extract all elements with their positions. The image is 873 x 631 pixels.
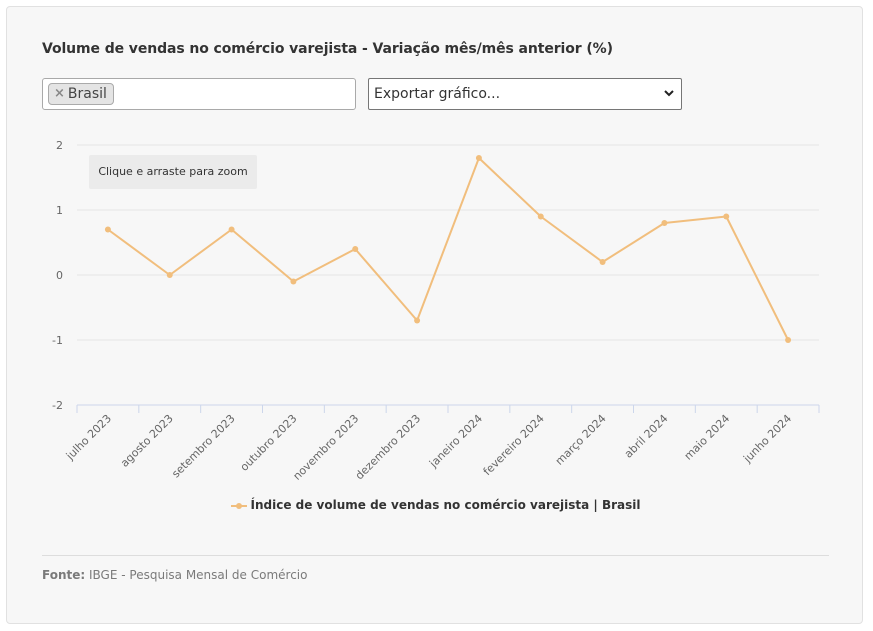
y-tick-label: -2 xyxy=(52,399,63,412)
footer-divider xyxy=(42,555,829,556)
data-point[interactable] xyxy=(599,259,606,265)
x-tick-label: janeiro 2024 xyxy=(426,412,485,471)
x-tick-label: dezembro 2023 xyxy=(353,412,423,482)
region-select-input[interactable]: × Brasil xyxy=(42,78,356,110)
source-note: Fonte: IBGE - Pesquisa Mensal de Comérci… xyxy=(42,568,307,582)
source-prefix: Fonte: xyxy=(42,568,86,582)
y-tick-label: 1 xyxy=(56,204,63,217)
x-tick-label: maio 2024 xyxy=(682,412,733,463)
zoom-hint: Clique e arraste para zoom xyxy=(89,155,257,189)
x-tick-label: agosto 2023 xyxy=(118,412,176,470)
legend-swatch xyxy=(230,501,247,511)
y-tick-label: -1 xyxy=(52,334,63,347)
data-point[interactable] xyxy=(352,246,359,252)
data-point[interactable] xyxy=(475,155,482,161)
chevron-down-icon xyxy=(663,79,675,120)
x-tick-label: junho 2024 xyxy=(740,412,794,466)
data-point[interactable] xyxy=(414,317,421,324)
data-point[interactable] xyxy=(785,337,792,343)
y-tick-label: 2 xyxy=(56,139,63,152)
data-point[interactable] xyxy=(166,272,173,278)
x-tick-label: setembro 2023 xyxy=(169,412,237,480)
data-point[interactable] xyxy=(661,220,668,226)
region-tag[interactable]: × Brasil xyxy=(48,83,114,105)
export-select-label: Exportar gráfico... xyxy=(374,86,501,102)
chart-title: Volume de vendas no comércio varejista -… xyxy=(42,41,613,57)
remove-tag-icon[interactable]: × xyxy=(54,86,65,101)
x-tick-label: março 2024 xyxy=(553,412,609,468)
data-point[interactable] xyxy=(228,226,235,233)
export-select[interactable]: Exportar gráfico... xyxy=(368,78,682,110)
x-tick-label: novembro 2023 xyxy=(291,412,362,483)
chart-legend[interactable]: Índice de volume de vendas no comércio v… xyxy=(7,498,864,512)
data-point[interactable] xyxy=(723,213,730,220)
series-line[interactable] xyxy=(107,157,789,341)
data-point[interactable] xyxy=(537,213,544,220)
data-point[interactable] xyxy=(104,226,111,233)
legend-label[interactable]: Índice de volume de vendas no comércio v… xyxy=(250,498,641,512)
data-point[interactable] xyxy=(290,278,297,285)
x-tick-label: fevereiro 2024 xyxy=(481,412,547,478)
source-text: IBGE - Pesquisa Mensal de Comércio xyxy=(89,568,308,582)
x-tick-label: outubro 2023 xyxy=(238,412,300,474)
x-tick-label: julho 2023 xyxy=(63,412,114,463)
x-tick-label: abril 2024 xyxy=(622,412,671,461)
chart-card: Volume de vendas no comércio varejista -… xyxy=(6,6,863,624)
region-tag-label: Brasil xyxy=(67,86,107,102)
y-tick-label: 0 xyxy=(56,269,63,282)
